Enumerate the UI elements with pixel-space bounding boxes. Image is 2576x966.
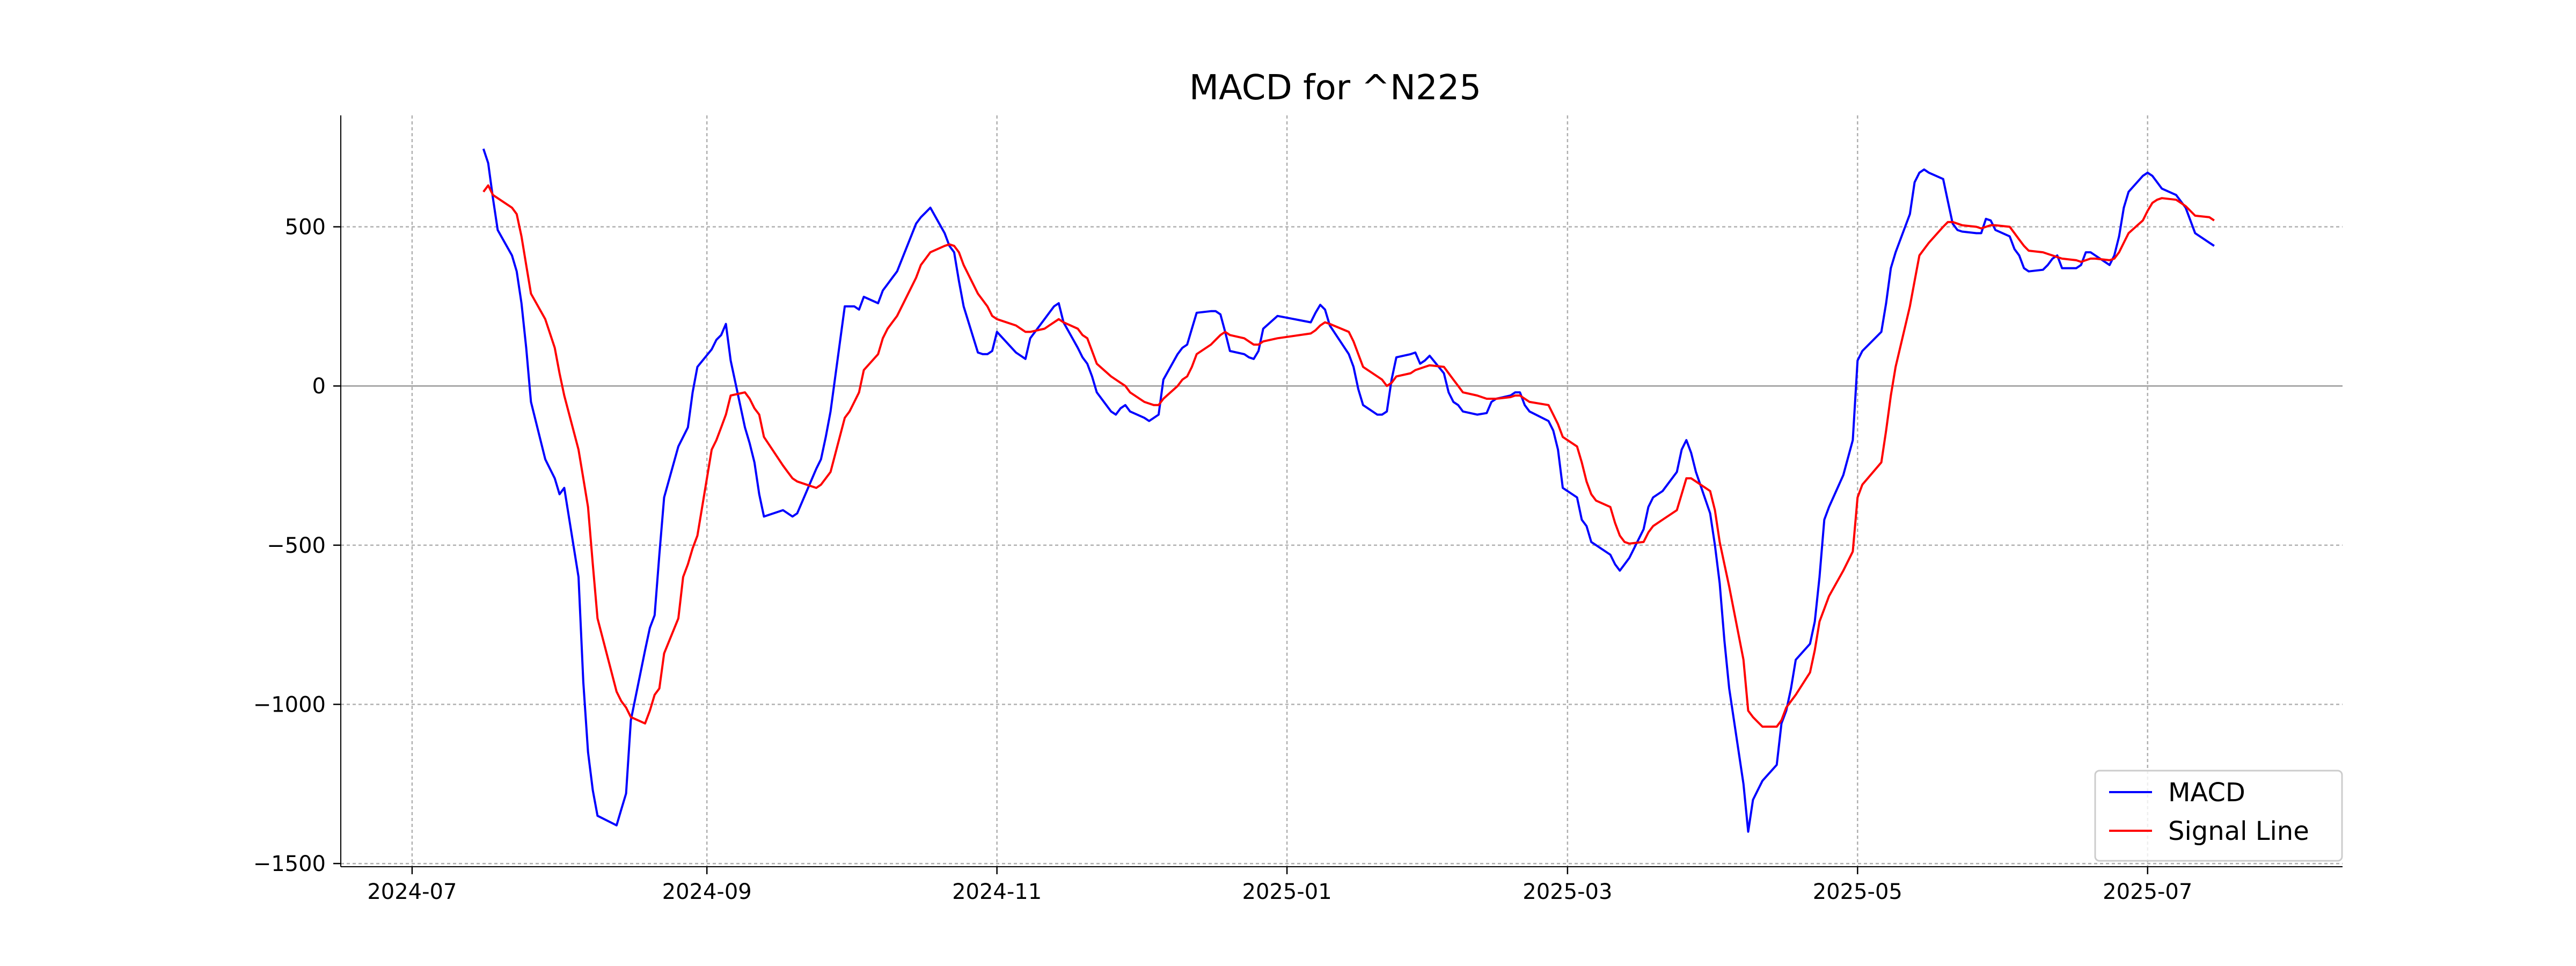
x-tick-label: 2025-07 (2103, 880, 2192, 904)
legend-label-signal-line: Signal Line (2168, 816, 2309, 846)
x-tick-label: 2024-11 (952, 880, 1042, 904)
legend-box (2094, 770, 2343, 862)
legend-label-macd: MACD (2168, 778, 2245, 808)
x-tick-label: 2025-03 (1523, 880, 1612, 904)
series-line-macd (482, 148, 2215, 833)
series-line-signal-line (482, 184, 2215, 728)
x-tick-label: 2025-01 (1242, 880, 1332, 904)
x-tick-label: 2025-05 (1813, 880, 1902, 904)
axes: 500 0 −500 −1000 −1500 2024-07 2024-09 2024-11 2… (253, 115, 2343, 904)
y-tick-label: −500 (267, 533, 326, 558)
x-tick-label: 2024-07 (367, 880, 457, 904)
y-tick-label: −1500 (253, 852, 326, 876)
chart-title: MACD for ^N225 (1189, 68, 1481, 108)
series-lines (482, 148, 2215, 833)
y-tick-label: 500 (285, 215, 326, 240)
x-tick-label: 2024-09 (662, 880, 752, 904)
y-tick-label: 0 (312, 374, 326, 399)
legend: MACD Signal Line (2094, 770, 2343, 862)
y-tick-label: −1000 (253, 692, 326, 717)
